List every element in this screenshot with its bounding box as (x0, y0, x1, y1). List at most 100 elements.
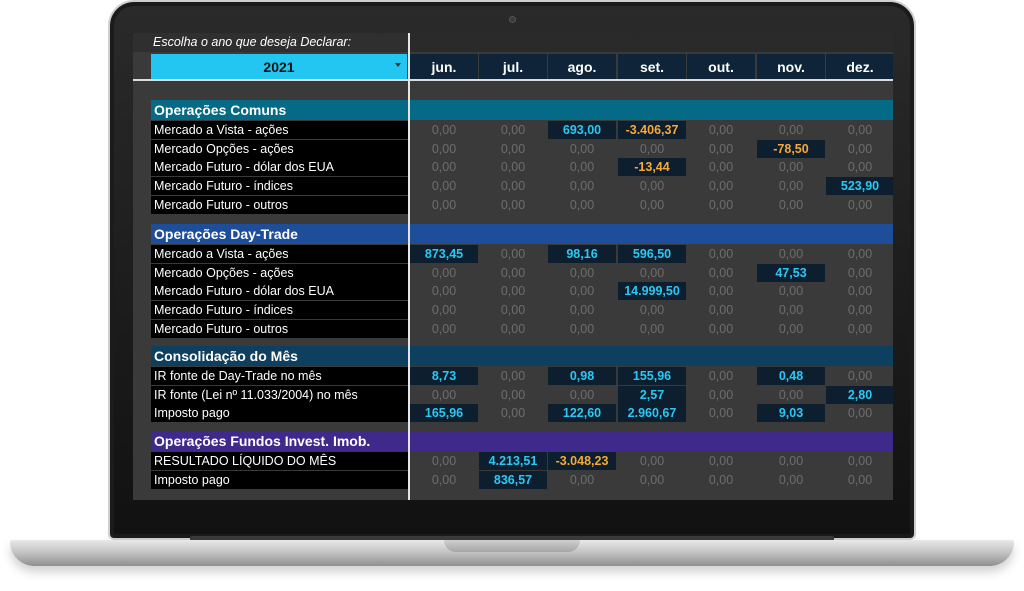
table-cell[interactable]: 0,00 (569, 197, 595, 212)
table-cell[interactable]: 0,00 (431, 179, 457, 194)
table-cell[interactable]: 693,00 (548, 121, 616, 139)
table-cell[interactable]: -3.406,37 (618, 121, 686, 139)
table-cell[interactable]: 0,00 (778, 387, 804, 402)
table-cell[interactable]: 0,98 (548, 367, 616, 385)
table-cell[interactable]: 0,00 (847, 284, 873, 299)
table-cell[interactable]: 0,00 (500, 284, 526, 299)
table-cell[interactable]: 0,00 (500, 179, 526, 194)
table-cell[interactable]: 0,00 (569, 141, 595, 156)
table-cell[interactable]: 0,00 (708, 387, 734, 402)
table-cell[interactable]: 47,53 (757, 263, 825, 282)
table-cell[interactable]: 0,00 (778, 472, 804, 487)
table-cell[interactable]: 0,00 (708, 179, 734, 194)
table-cell[interactable]: 0,00 (778, 197, 804, 212)
table-cell[interactable]: 0,00 (708, 472, 734, 487)
table-cell[interactable]: 0,00 (708, 265, 734, 280)
table-cell[interactable]: 523,90 (826, 177, 893, 196)
table-cell[interactable]: 0,00 (778, 123, 804, 137)
table-cell[interactable]: 98,16 (548, 245, 616, 263)
table-cell[interactable]: 0,00 (569, 303, 595, 318)
table-cell[interactable]: -13,44 (618, 158, 686, 177)
table-cell[interactable]: 0,00 (569, 284, 595, 299)
table-cell[interactable]: 0,00 (639, 179, 665, 194)
table-cell[interactable]: 0,00 (708, 303, 734, 318)
table-cell[interactable]: 0,00 (431, 123, 457, 137)
table-cell[interactable]: 0,48 (757, 367, 825, 385)
table-cell[interactable]: 165,96 (410, 404, 478, 423)
table-cell[interactable]: 14.999,50 (618, 282, 686, 301)
table-cell[interactable]: 0,00 (708, 321, 734, 336)
table-cell[interactable]: 0,00 (431, 321, 457, 336)
table-cell[interactable]: 0,00 (569, 472, 595, 487)
table-cell[interactable]: 0,00 (569, 387, 595, 402)
table-cell[interactable]: 0,00 (569, 321, 595, 336)
table-cell[interactable]: 0,00 (431, 197, 457, 212)
table-cell[interactable]: 0,00 (500, 123, 526, 137)
table-cell[interactable]: 0,00 (847, 123, 873, 137)
table-cell[interactable]: 0,00 (431, 265, 457, 280)
table-cell[interactable]: 0,00 (847, 197, 873, 212)
table-cell[interactable]: 0,00 (431, 303, 457, 318)
table-cell[interactable]: 0,00 (847, 247, 873, 261)
table-cell[interactable]: 0,00 (847, 303, 873, 318)
table-cell[interactable]: 0,00 (500, 160, 526, 175)
table-cell[interactable]: 0,00 (847, 160, 873, 175)
table-cell[interactable]: 0,00 (847, 406, 873, 421)
year-dropdown[interactable]: 2021 (151, 54, 407, 79)
table-cell[interactable]: 0,00 (708, 247, 734, 261)
table-cell[interactable]: 0,00 (708, 406, 734, 421)
table-cell[interactable]: 0,00 (431, 284, 457, 299)
table-cell[interactable]: 0,00 (500, 321, 526, 336)
table-cell[interactable]: 0,00 (778, 454, 804, 468)
table-cell[interactable]: 0,00 (639, 303, 665, 318)
table-cell[interactable]: 8,73 (410, 367, 478, 385)
table-cell[interactable]: 0,00 (778, 321, 804, 336)
table-cell[interactable]: 0,00 (639, 454, 665, 468)
table-cell[interactable]: 0,00 (708, 369, 734, 383)
table-cell[interactable]: 0,00 (639, 472, 665, 487)
table-cell[interactable]: 0,00 (708, 284, 734, 299)
table-cell[interactable]: 0,00 (847, 454, 873, 468)
table-cell[interactable]: 0,00 (708, 160, 734, 175)
table-cell[interactable]: 0,00 (500, 369, 526, 383)
table-cell[interactable]: 836,57 (479, 470, 547, 489)
table-cell[interactable]: 0,00 (778, 160, 804, 175)
table-cell[interactable]: 122,60 (548, 404, 616, 423)
table-cell[interactable]: 0,00 (847, 369, 873, 383)
table-cell[interactable]: 0,00 (639, 141, 665, 156)
table-cell[interactable]: 0,00 (847, 472, 873, 487)
table-cell[interactable]: 596,50 (618, 245, 686, 263)
table-cell[interactable]: 0,00 (847, 321, 873, 336)
table-cell[interactable]: 2,57 (618, 385, 686, 404)
table-cell[interactable]: 155,96 (618, 367, 686, 385)
table-cell[interactable]: 0,00 (569, 160, 595, 175)
table-cell[interactable]: 0,00 (500, 303, 526, 318)
table-cell[interactable]: 0,00 (500, 141, 526, 156)
table-cell[interactable]: 0,00 (639, 265, 665, 280)
table-cell[interactable]: 0,00 (708, 141, 734, 156)
table-cell[interactable]: 0,00 (500, 387, 526, 402)
table-cell[interactable]: 0,00 (500, 197, 526, 212)
table-cell[interactable]: 0,00 (431, 454, 457, 468)
table-cell[interactable]: 0,00 (431, 141, 457, 156)
table-cell[interactable]: 0,00 (847, 265, 873, 280)
table-cell[interactable]: 0,00 (500, 265, 526, 280)
table-cell[interactable]: 0,00 (778, 179, 804, 194)
table-cell[interactable]: 0,00 (639, 197, 665, 212)
table-cell[interactable]: 0,00 (569, 265, 595, 280)
table-cell[interactable]: -3.048,23 (548, 452, 616, 470)
table-cell[interactable]: 873,45 (410, 245, 478, 263)
table-cell[interactable]: 0,00 (639, 321, 665, 336)
table-cell[interactable]: 0,00 (431, 160, 457, 175)
table-cell[interactable]: 0,00 (708, 123, 734, 137)
table-cell[interactable]: 0,00 (708, 197, 734, 212)
table-cell[interactable]: 2,80 (826, 385, 893, 404)
table-cell[interactable]: 4.213,51 (479, 452, 547, 470)
table-cell[interactable]: 2.960,67 (618, 404, 686, 423)
table-cell[interactable]: 0,00 (431, 387, 457, 402)
table-cell[interactable]: 0,00 (431, 472, 457, 487)
table-cell[interactable]: 9,03 (757, 404, 825, 423)
table-cell[interactable]: 0,00 (708, 454, 734, 468)
table-cell[interactable]: 0,00 (778, 284, 804, 299)
chevron-down-icon[interactable] (395, 63, 401, 67)
